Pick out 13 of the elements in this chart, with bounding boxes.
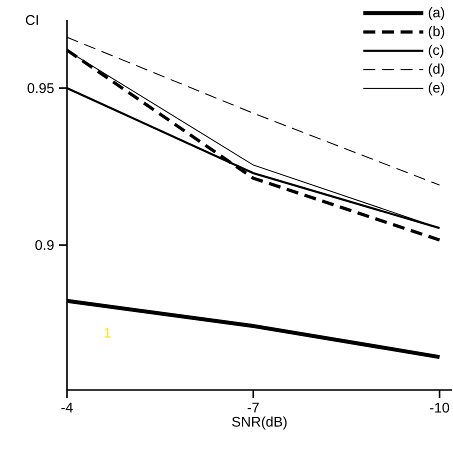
legend-label: (a) [428, 7, 444, 20]
y-tick-label: 0.9 [35, 240, 54, 250]
x-tick-label: -4 [61, 402, 73, 412]
legend-label: (c) [428, 44, 444, 58]
legend-label: (b) [428, 26, 444, 39]
x-axis-title: SNR(dB) [232, 416, 287, 430]
legend-label: (d) [428, 64, 444, 77]
y-tick-label: 0.95 [28, 83, 54, 94]
annotation: 1 [104, 328, 111, 338]
legend-label: (e) [428, 82, 444, 96]
y-axis-title: CI [26, 15, 38, 25]
x-tick-label: -7 [248, 402, 259, 412]
x-tick-label: -10 [430, 402, 450, 413]
